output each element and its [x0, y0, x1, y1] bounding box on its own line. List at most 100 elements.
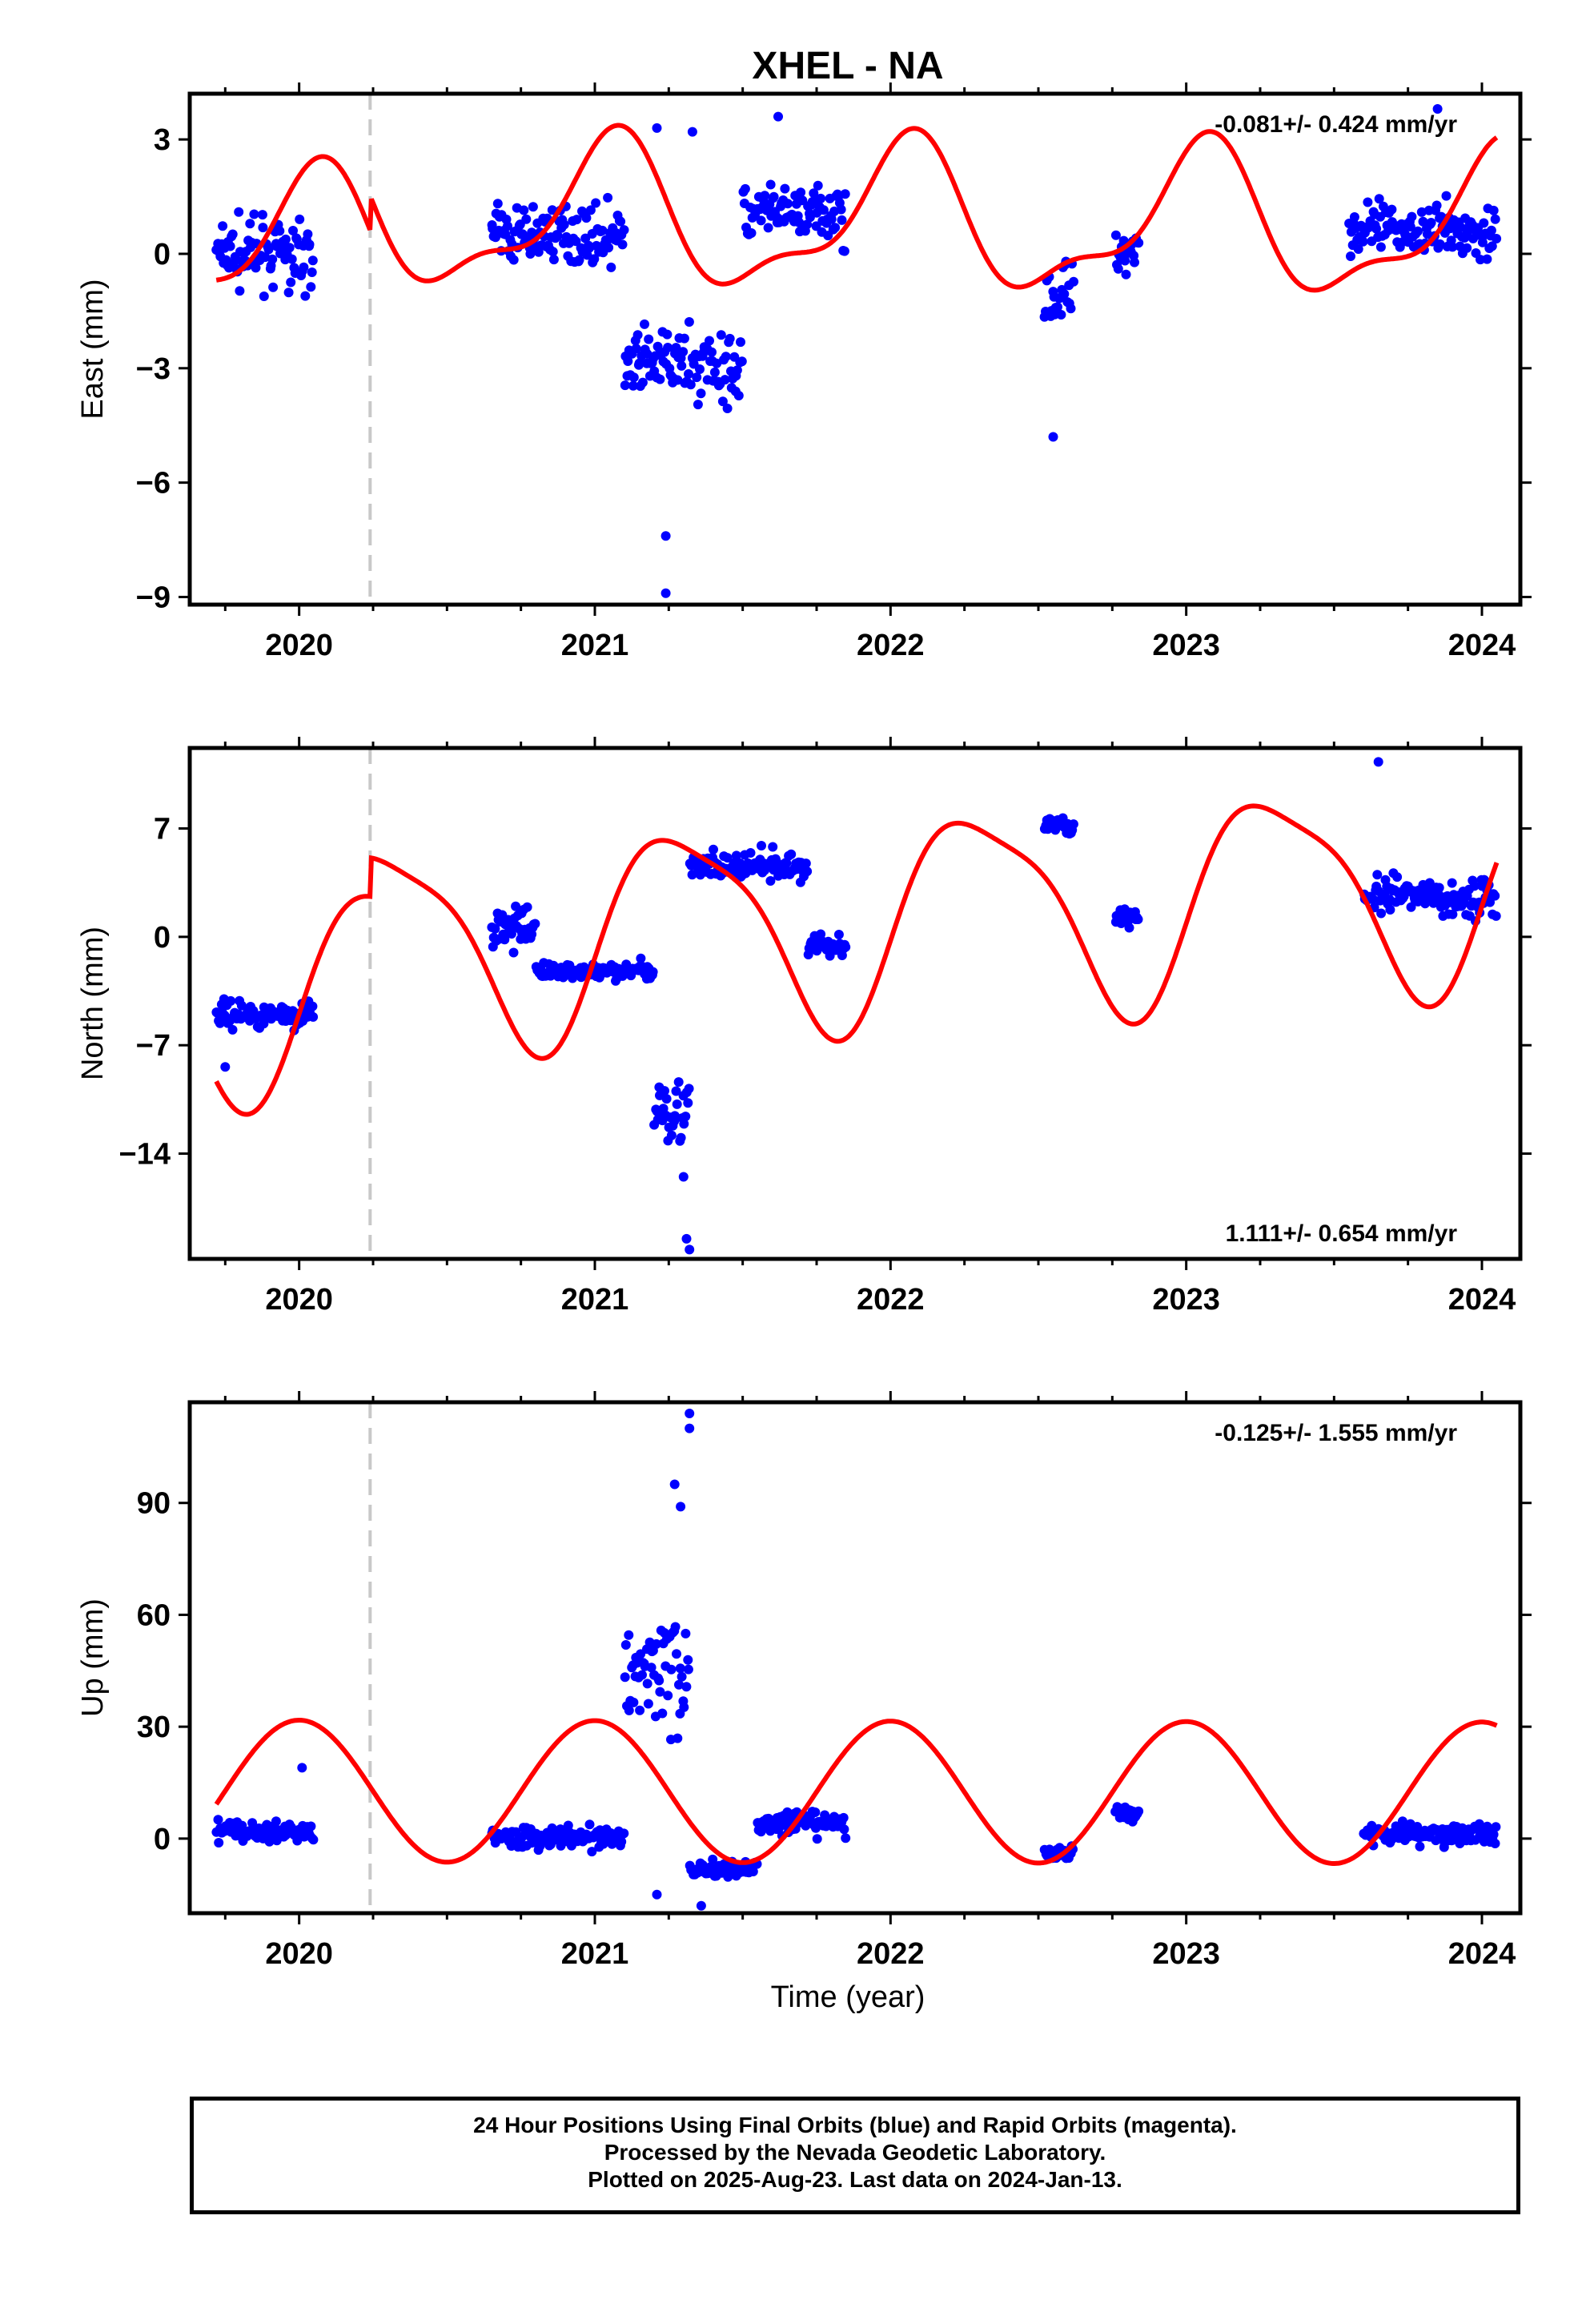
data-point — [548, 247, 558, 257]
y-tick-label: 0 — [154, 238, 171, 271]
data-point — [646, 1663, 656, 1673]
data-point — [673, 1077, 684, 1088]
data-point — [597, 225, 608, 235]
data-point — [623, 356, 633, 366]
data-point — [1477, 237, 1488, 247]
x-tick-label: 2021 — [561, 1937, 629, 1971]
data-point — [268, 282, 279, 292]
data-point — [234, 207, 244, 217]
data-point — [786, 849, 797, 859]
data-point — [677, 1671, 687, 1682]
data-point — [288, 226, 298, 235]
y-tick-label: 0 — [154, 1823, 171, 1856]
data-point — [731, 850, 741, 861]
data-point — [696, 388, 706, 399]
data-point — [225, 241, 235, 251]
data-point — [574, 255, 584, 265]
data-point — [306, 1821, 316, 1831]
data-point — [666, 1664, 677, 1675]
data-point — [1376, 908, 1387, 919]
data-point — [251, 263, 261, 273]
data-point — [841, 1833, 851, 1844]
footer-line-1: 24 Hour Positions Using Final Orbits (bl… — [473, 2113, 1237, 2137]
x-tick-label: 2023 — [1152, 629, 1220, 662]
data-point — [1387, 204, 1397, 215]
north-y-axis-label: North (mm) — [76, 927, 110, 1080]
data-point — [1447, 242, 1458, 252]
data-point — [660, 1086, 669, 1096]
data-point — [1474, 1819, 1484, 1829]
x-tick-label: 2020 — [265, 1283, 333, 1317]
data-point — [722, 853, 733, 863]
data-point — [307, 255, 318, 266]
data-point — [1488, 205, 1499, 215]
data-point — [636, 953, 646, 963]
data-point — [669, 1479, 680, 1490]
up-points — [211, 1409, 1501, 1911]
data-point — [492, 199, 503, 209]
data-point — [1426, 218, 1436, 227]
data-point — [678, 347, 689, 357]
data-point — [624, 1630, 634, 1640]
data-point — [685, 1409, 695, 1418]
data-point — [655, 374, 665, 384]
data-point — [1385, 905, 1395, 915]
y-tick-label: 90 — [137, 1487, 171, 1521]
y-tick-label: 60 — [137, 1598, 171, 1632]
data-point — [654, 1675, 665, 1686]
data-point — [673, 375, 683, 385]
data-point — [661, 531, 671, 541]
data-point — [628, 372, 639, 383]
x-tick-label: 2024 — [1448, 629, 1516, 662]
data-point — [259, 292, 269, 301]
data-point — [1059, 289, 1070, 300]
data-point — [681, 1628, 691, 1638]
data-point — [674, 1679, 684, 1690]
data-point — [1363, 197, 1373, 207]
chart-title: XHEL - NA — [752, 45, 943, 87]
data-point — [816, 193, 826, 203]
data-point — [685, 1423, 695, 1433]
data-point — [287, 254, 297, 264]
data-point — [1432, 104, 1443, 114]
data-point — [676, 1502, 686, 1512]
data-point — [783, 199, 793, 209]
x-tick-label: 2021 — [561, 1283, 629, 1317]
north-plot-frame — [187, 746, 1523, 1261]
data-point — [1353, 244, 1363, 254]
data-point — [661, 1094, 672, 1104]
data-point — [637, 1670, 647, 1680]
data-point — [589, 254, 600, 264]
x-tick-label: 2020 — [265, 629, 333, 662]
data-point — [652, 123, 662, 133]
data-point — [1358, 236, 1368, 247]
data-point — [1434, 883, 1444, 893]
data-point — [1349, 212, 1359, 222]
data-point — [745, 848, 756, 858]
data-point — [681, 1112, 691, 1122]
data-point — [720, 375, 730, 385]
data-point — [308, 1835, 319, 1845]
data-point — [308, 1011, 319, 1022]
data-point — [780, 183, 790, 194]
data-point — [830, 223, 841, 233]
data-point — [572, 215, 582, 225]
y-tick-label: −9 — [136, 581, 171, 614]
data-point — [643, 1699, 653, 1709]
data-point — [1491, 911, 1501, 921]
data-point — [306, 282, 316, 292]
data-point — [275, 226, 285, 236]
data-point — [1392, 872, 1403, 883]
data-point — [1116, 919, 1126, 928]
data-point — [628, 380, 638, 391]
data-point — [838, 1812, 849, 1823]
data-point — [705, 336, 714, 346]
data-point — [490, 923, 500, 934]
data-point — [684, 1084, 694, 1094]
data-point — [765, 179, 776, 190]
data-point — [249, 209, 259, 219]
data-point — [606, 262, 616, 272]
y-tick-label: 7 — [154, 813, 171, 846]
data-point — [616, 216, 626, 227]
